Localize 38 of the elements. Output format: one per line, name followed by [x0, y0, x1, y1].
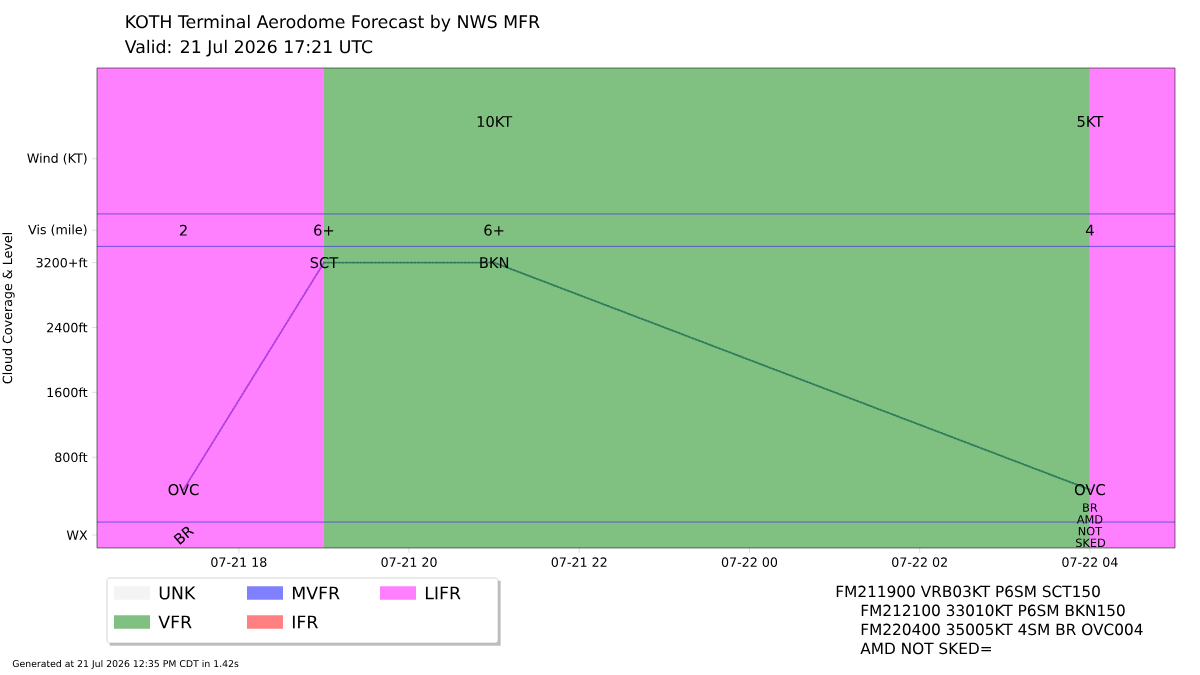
x-tick-label: 07-22 04 — [1062, 557, 1118, 567]
chart-title: KOTH Terminal Aerodome Forecast by NWS MFR — [126, 14, 540, 32]
annotation: 4 — [1085, 224, 1094, 236]
legend-label: LIFR — [425, 586, 461, 600]
annotation: 5KT — [1077, 116, 1104, 127]
y-axis-title: Cloud Coverage & Level — [2, 233, 15, 384]
x-tick-label: 07-21 22 — [551, 557, 607, 567]
annotation: BR — [173, 526, 195, 545]
annotation: 6+ — [484, 224, 504, 236]
text: FM211900 VRB03KT P6SM SCT150 — [836, 585, 1100, 598]
legend-label: MVFR — [292, 586, 340, 600]
annotation: OVC — [1074, 484, 1105, 496]
x-tick-label: 07-21 20 — [381, 557, 437, 567]
y-tick-label: 1600ft — [47, 387, 88, 398]
y-tick-label: 3200+ft — [36, 257, 88, 268]
legend-label: VFR — [158, 615, 192, 629]
x-tick-label: 07-21 18 — [211, 557, 267, 567]
annotation: 6+ — [314, 224, 334, 236]
text: Generated at 21 Jul 2026 12:35 PM CDT in 1.42s — [12, 659, 239, 669]
text: FM220400 35005KT 4SM BR OVC004 — [861, 623, 1143, 636]
legend-label: IFR — [292, 615, 318, 629]
x-tick-label: 07-22 02 — [892, 557, 947, 567]
text: FM212100 33010KT P6SM BKN150 — [861, 604, 1125, 617]
legend-label: UNK — [159, 586, 196, 600]
y-tick-label: Vis (mile) — [28, 224, 87, 236]
annotation: 2 — [179, 224, 187, 236]
y-tick-label: 800ft — [55, 452, 88, 463]
annotation: OVC — [168, 484, 199, 496]
y-tick-label: Wind (KT) — [27, 153, 87, 165]
annotation: BKN — [480, 257, 509, 268]
text: AMD NOT SKED= — [860, 642, 991, 655]
annotation: BR AMD NOT SKED — [1075, 503, 1106, 548]
y-tick-label: WX — [66, 530, 88, 540]
annotation: 10KT — [477, 115, 513, 128]
x-tick-label: 07-22 00 — [721, 557, 778, 567]
y-tick-label: 2400ft — [47, 322, 88, 333]
annotation: SCT — [310, 257, 339, 269]
chart-subtitle: Valid: 21 Jul 2026 17:21 UTC — [124, 39, 373, 57]
